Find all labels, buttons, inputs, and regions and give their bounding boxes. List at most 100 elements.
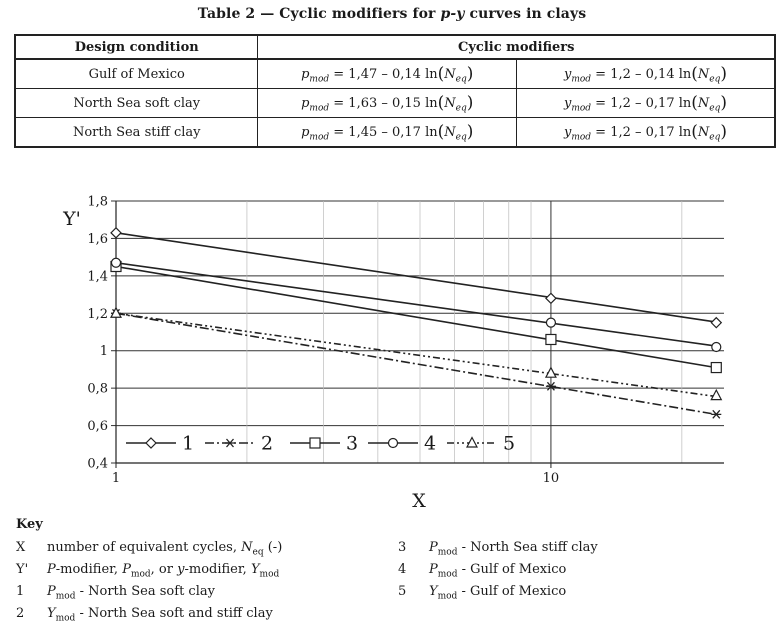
x-axis-label: X	[412, 490, 426, 510]
table-title: Table 2 — Cyclic modifiers for p-y curve…	[0, 6, 784, 22]
header-cyclic-modifiers: Cyclic modifiers	[257, 34, 776, 60]
y-argument-subscript: eq	[709, 74, 721, 85]
series-line-3	[115, 265, 717, 369]
key-v3: y	[177, 562, 185, 577]
p-modifier-equation: pmod = 1,63 – 0,15 ln(Neq)	[301, 92, 474, 114]
y-modifier-equation: ymod = 1,2 – 0,14 ln(Neq)	[563, 63, 728, 85]
key-s1: mod	[437, 569, 458, 580]
y-variable: y	[563, 66, 572, 82]
key-post: (-)	[263, 540, 283, 555]
legend-marker-4	[387, 437, 399, 449]
p-modifier-equation: pmod = 1,45 – 0,17 ln(Neq)	[301, 121, 473, 143]
series-3-point	[545, 333, 557, 346]
key-id: 2	[16, 606, 25, 621]
key-mid: , or	[150, 562, 178, 577]
close-paren: )	[720, 92, 728, 113]
series-2-point	[711, 409, 722, 419]
open-paren: (	[691, 121, 698, 142]
cyclic-modifier-chart: 0,4 0,6 0,8 1 1,2 1,4 1,6 1,8 1 10 X Y' 1 2 3 4 5	[62, 195, 724, 510]
y-variable-subscript: mod	[571, 132, 592, 143]
cell-y-modifier: ymod = 1,2 – 0,17 ln(Neq)	[516, 117, 776, 148]
p-argument-subscript: eq	[455, 74, 467, 85]
table-title-prefix: Table 2 — Cyclic modifiers for	[197, 6, 441, 22]
p-variable-subscript: mod	[309, 74, 330, 85]
y-argument-subscript: eq	[709, 103, 721, 114]
y-tick-label: 0,6	[87, 419, 108, 434]
key-v1: P	[47, 584, 56, 599]
key-pre: number of equivalent cycles,	[47, 540, 242, 555]
open-paren: (	[691, 63, 698, 84]
series-3-point	[710, 361, 722, 374]
key-id: X	[16, 540, 26, 555]
cell-p-modifier: pmod = 1,45 – 0,17 ln(Neq)	[257, 117, 517, 148]
table-row: North Sea soft clay pmod = 1,63 – 0,15 ln…	[14, 88, 776, 118]
series-5-point	[544, 366, 557, 378]
y-expression: = 1,2 – 0,14 ln	[591, 66, 692, 82]
key-v1: N	[241, 540, 253, 555]
key-id: 4	[398, 562, 407, 577]
cell-p-modifier: pmod = 1,63 – 0,15 ln(Neq)	[257, 88, 517, 118]
legend-marker-5	[466, 436, 478, 448]
legend-marker-1	[145, 437, 157, 449]
key-post: - Gulf of Mexico	[457, 584, 567, 599]
open-paren: (	[437, 121, 445, 142]
key-post: - Gulf of Mexico	[457, 562, 567, 577]
close-paren: )	[466, 92, 474, 113]
y-axis-label: Y'	[62, 208, 81, 230]
p-variable-subscript: mod	[309, 132, 330, 143]
y-argument-subscript: eq	[709, 132, 721, 143]
legend-label-1: 1	[182, 433, 194, 455]
p-argument-subscript: eq	[455, 103, 467, 114]
key-id: 3	[398, 540, 407, 555]
key-v1: P	[47, 562, 56, 577]
legend-label-4: 4	[424, 433, 436, 455]
p-variable: p	[301, 95, 310, 111]
key-s1: mod	[437, 591, 458, 602]
key-id: 1	[16, 584, 25, 599]
key-s4: mod	[259, 569, 280, 580]
close-paren: )	[720, 63, 728, 84]
legend-label-3: 3	[346, 433, 358, 455]
p-expression: = 1,45 – 0,17 ln	[329, 124, 438, 140]
p-expression: = 1,47 – 0,14 ln	[329, 66, 438, 82]
open-paren: (	[691, 92, 698, 113]
p-variable: p	[301, 66, 310, 82]
p-argument: N	[444, 66, 456, 82]
y-tick-label: 1	[100, 344, 108, 359]
cell-y-modifier: ymod = 1,2 – 0,17 ln(Neq)	[516, 88, 776, 118]
y-tick-label: 1,4	[87, 269, 108, 284]
key-v1: Y	[429, 584, 438, 599]
y-variable: y	[563, 95, 572, 111]
series-1-point	[710, 316, 723, 329]
legend-marker-2	[225, 438, 235, 448]
series-4-point	[110, 257, 122, 268]
key-mid2: -modifier,	[184, 562, 251, 577]
y-tick-label: 0,4	[87, 457, 108, 472]
key-post: - North Sea stiff clay	[457, 540, 598, 555]
key-description: Ymod - Gulf of Mexico	[429, 584, 566, 602]
series-line-2	[115, 312, 717, 416]
cyclic-modifiers-table: Design condition Cyclic modifiers Gulf o…	[14, 34, 776, 148]
key-description: Ymod - North Sea soft and stiff clay	[47, 606, 273, 624]
x-tick-label: 10	[543, 471, 560, 486]
p-variable: p	[301, 124, 310, 140]
p-variable-subscript: mod	[309, 103, 330, 114]
open-paren: (	[437, 63, 445, 84]
y-variable: y	[563, 124, 572, 140]
p-argument: N	[444, 124, 456, 140]
cell-design-condition: Gulf of Mexico	[14, 58, 259, 89]
y-tick-label: 1,8	[87, 195, 108, 210]
key-id: Y'	[16, 562, 29, 577]
key-s1: mod	[437, 547, 458, 558]
key-s1: mod	[55, 591, 76, 602]
legend-label-5: 5	[503, 433, 515, 455]
series-line-5	[115, 312, 717, 398]
key-v1: P	[429, 540, 438, 555]
y-argument: N	[697, 124, 710, 140]
key-description: Pmod - North Sea soft clay	[47, 584, 215, 602]
y-variable-subscript: mod	[571, 103, 592, 114]
series-5-point	[110, 306, 122, 318]
key-s2: mod	[130, 569, 151, 580]
y-expression: = 1,2 – 0,17 ln	[591, 124, 692, 140]
p-argument-subscript: eq	[455, 132, 467, 143]
